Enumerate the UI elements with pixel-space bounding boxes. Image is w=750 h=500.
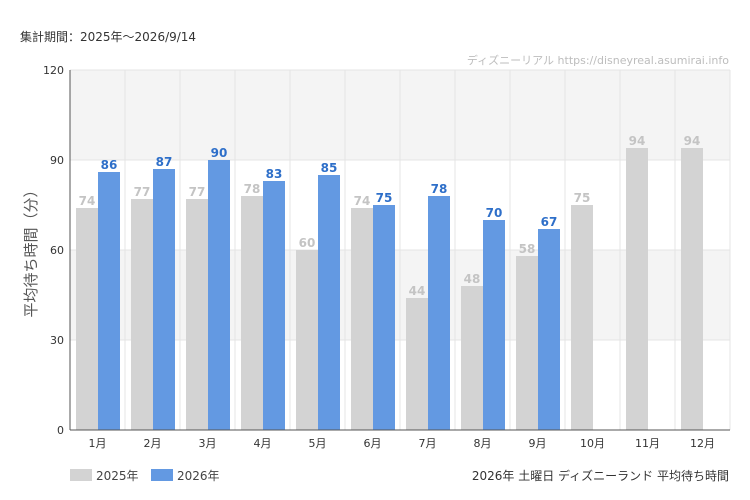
y-axis-title: 平均待ち時間（分） (22, 182, 40, 317)
data-label: 75 (574, 191, 591, 205)
footer-title: 2026年 土曜日 ディズニーランド 平均待ち時間 (472, 468, 729, 483)
bar-2025年-1月 (76, 208, 98, 430)
data-label: 83 (266, 167, 283, 181)
bar-2025年-11月 (626, 148, 648, 430)
x-tick-label: 11月 (635, 437, 660, 450)
axes (69, 70, 730, 431)
legend-label-2026: 2026年 (177, 469, 220, 483)
bar-2026年-4月 (263, 181, 285, 430)
x-tick-label: 5月 (309, 437, 327, 450)
y-tick-label: 90 (50, 154, 64, 167)
data-label: 70 (486, 206, 503, 220)
bar-2025年-9月 (516, 256, 538, 430)
bar-2026年-6月 (373, 205, 395, 430)
legend-swatch-2025 (70, 469, 92, 481)
legend: 2025年 2026年 (70, 469, 220, 483)
legend-swatch-2026 (151, 469, 173, 481)
bar-2026年-9月 (538, 229, 560, 430)
y-tick-label: 30 (50, 334, 64, 347)
bar-2026年-8月 (483, 220, 505, 430)
data-label: 86 (101, 158, 118, 172)
x-tick-label: 7月 (419, 437, 437, 450)
bar-2026年-1月 (98, 172, 120, 430)
x-tick-labels: 1月 2月 3月 4月 5月 6月 7月 8月 9月 10月 11月 12月 (89, 437, 716, 450)
y-tick-label: 120 (43, 64, 64, 77)
x-tick-label: 4月 (254, 437, 272, 450)
data-label: 77 (134, 185, 151, 199)
data-label: 78 (431, 182, 448, 196)
data-label: 90 (211, 146, 228, 160)
credit-text: ディズニーリアル https://disneyreal.asumirai.inf… (467, 53, 729, 67)
x-tick-label: 1月 (89, 437, 107, 450)
bar-2025年-2月 (131, 199, 153, 430)
x-tick-label: 9月 (529, 437, 547, 450)
data-label: 94 (629, 134, 646, 148)
data-label: 87 (156, 155, 173, 169)
period-label: 集計期間：2025年～2026/9/14 (20, 29, 196, 44)
bar-2025年-7月 (406, 298, 428, 430)
data-label: 60 (299, 236, 316, 250)
bar-2026年-5月 (318, 175, 340, 430)
x-tick-label: 12月 (690, 437, 715, 450)
bar-2025年-6月 (351, 208, 373, 430)
bar-2025年-10月 (571, 205, 593, 430)
bar-2025年-3月 (186, 199, 208, 430)
data-label: 58 (519, 242, 536, 256)
data-label: 74 (354, 194, 371, 208)
bar-2026年-2月 (153, 169, 175, 430)
bar-2026年-3月 (208, 160, 230, 430)
data-label: 77 (189, 185, 206, 199)
legend-label-2025: 2025年 (96, 469, 139, 483)
y-tick-label: 60 (50, 244, 64, 257)
data-label: 85 (321, 161, 338, 175)
y-tick-label: 0 (57, 424, 64, 437)
x-tick-label: 3月 (199, 437, 217, 450)
data-label: 44 (409, 284, 426, 298)
bar-2026年-7月 (428, 196, 450, 430)
y-tick-labels: 0 30 60 90 120 (43, 64, 64, 437)
bar-2025年-8月 (461, 286, 483, 430)
data-label: 48 (464, 272, 481, 286)
bars (76, 148, 703, 430)
data-label: 67 (541, 215, 558, 229)
bar-2025年-12月 (681, 148, 703, 430)
x-tick-label: 2月 (144, 437, 162, 450)
bar-2025年-5月 (296, 250, 318, 430)
x-tick-label: 10月 (580, 437, 605, 450)
data-label: 94 (684, 134, 701, 148)
data-labels: 74 77 77 78 60 74 44 48 58 75 94 94 86 87 90 83 85 75 78 70… (79, 134, 701, 298)
data-label: 74 (79, 194, 96, 208)
bar-2025年-4月 (241, 196, 263, 430)
x-tick-label: 8月 (474, 437, 492, 450)
grid-lines (70, 69, 731, 430)
data-label: 78 (244, 182, 261, 196)
x-tick-label: 6月 (364, 437, 382, 450)
data-label: 75 (376, 191, 393, 205)
